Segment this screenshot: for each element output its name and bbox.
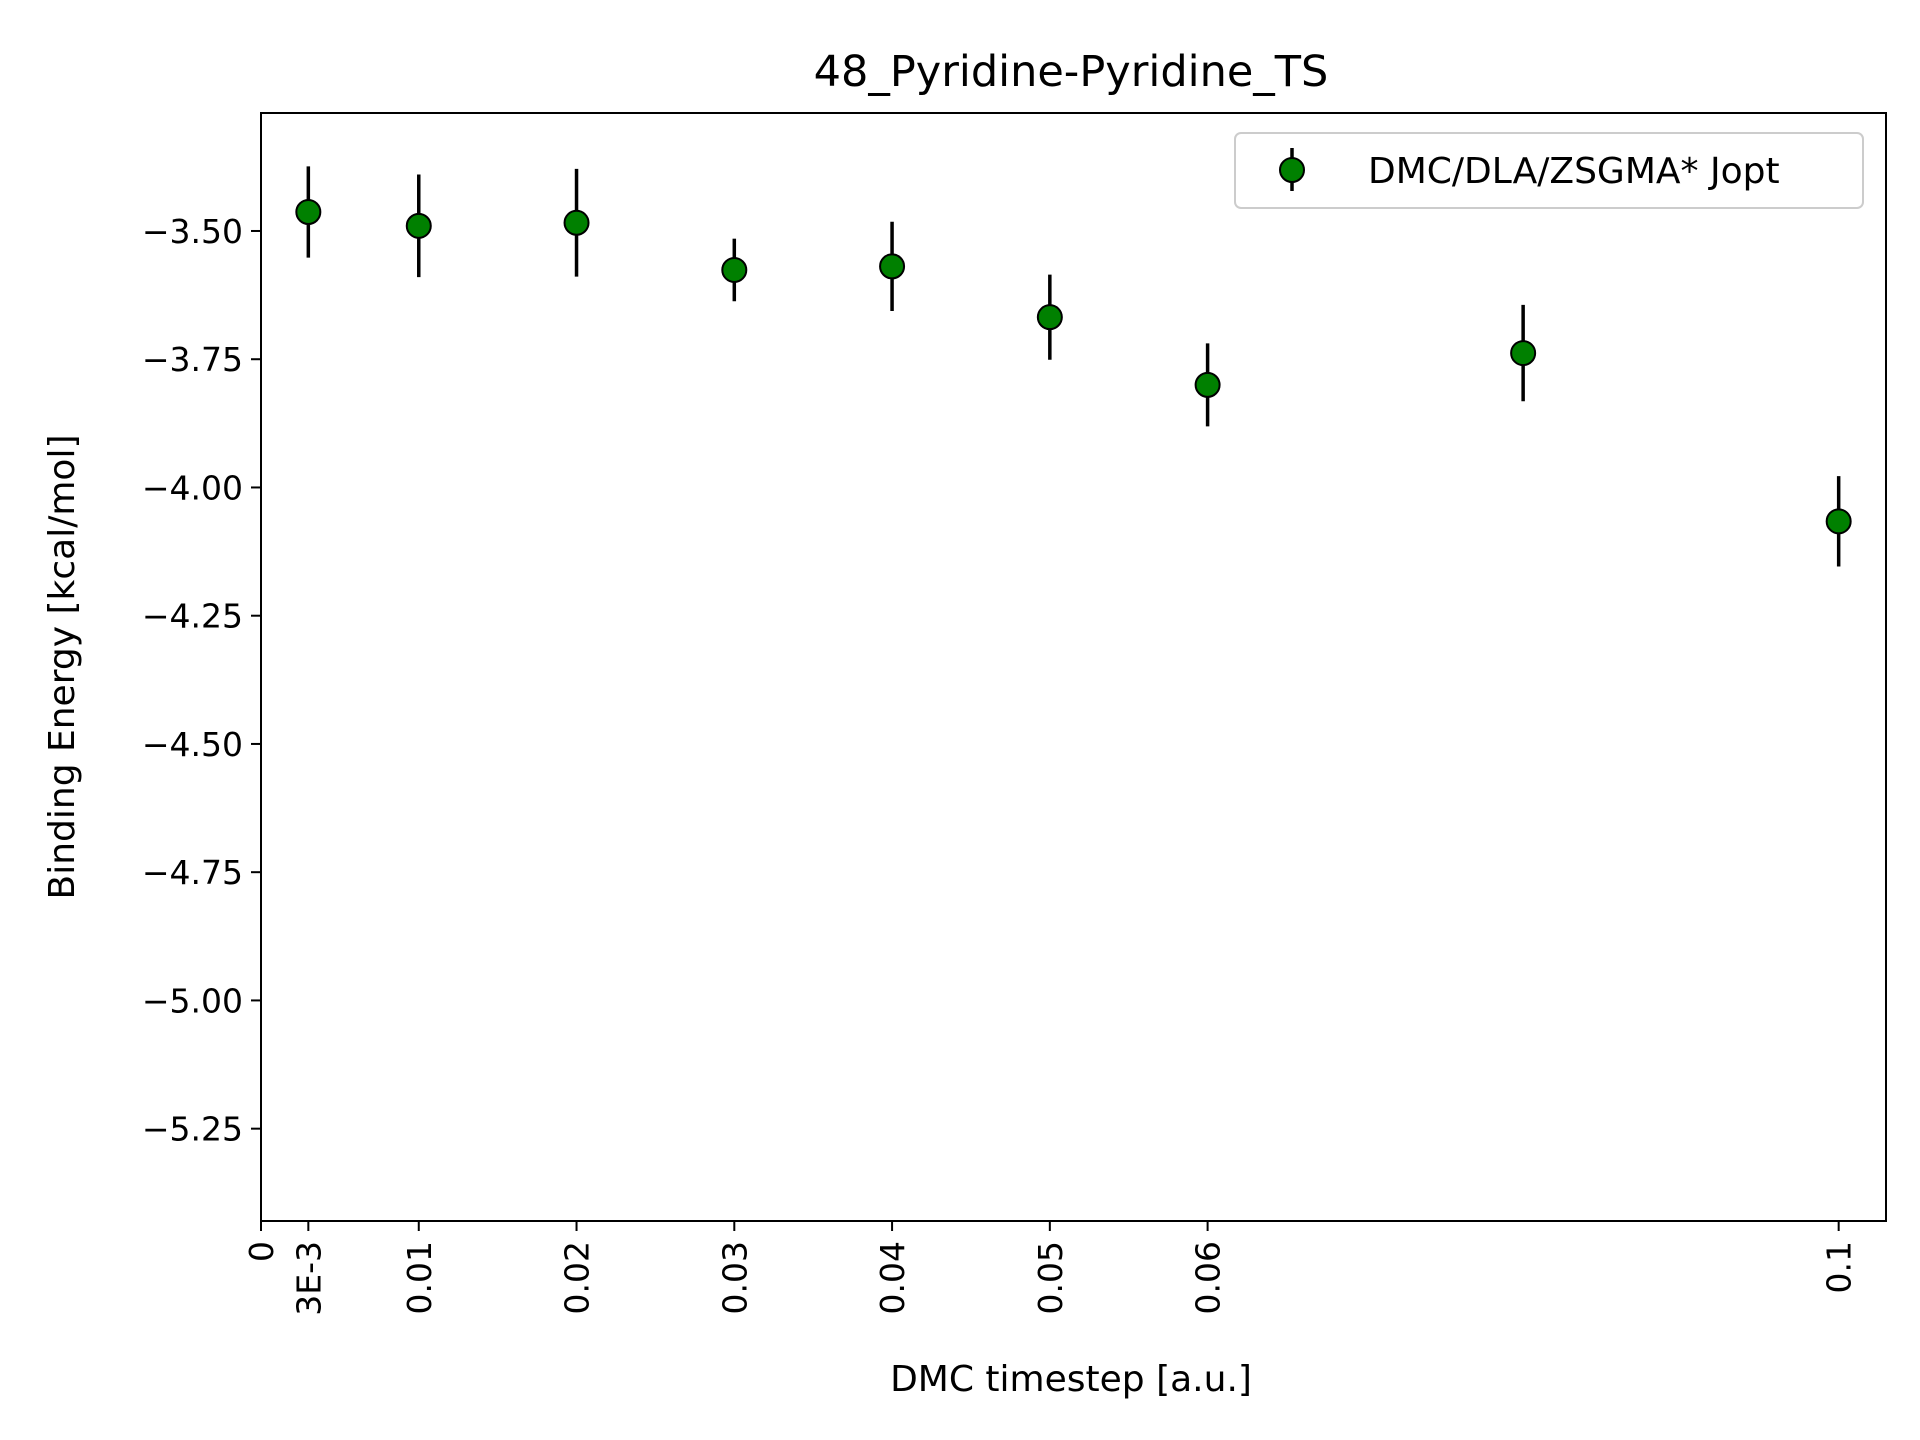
data-marks	[295, 166, 1852, 567]
y-tick-label: −4.75	[142, 853, 243, 892]
legend: DMC/DLA/ZSGMA* Jopt	[1234, 132, 1864, 209]
x-tick-label: 0.03	[715, 1241, 754, 1314]
x-tick-label: 0.1	[1820, 1241, 1859, 1293]
data-point	[1510, 340, 1537, 367]
data-point	[563, 209, 590, 236]
data-point	[1825, 508, 1852, 535]
x-tick-label: 0.01	[400, 1241, 439, 1314]
x-tick-label: 3E-3	[289, 1241, 328, 1316]
y-tick-label: −4.00	[142, 468, 243, 507]
data-point	[295, 199, 322, 226]
x-axis-ticks: 0 3E-3 0.01 0.02 0.03 0.04 0.05 0.06 0.1	[242, 1221, 1859, 1316]
y-tick-label: −4.50	[142, 725, 243, 764]
legend-label-series-0: DMC/DLA/ZSGMA* Jopt	[1368, 151, 1780, 192]
x-axis-label: DMC timestep [a.u.]	[890, 1359, 1252, 1400]
legend-marker	[1279, 157, 1305, 183]
y-tick-label: −4.25	[142, 597, 243, 636]
y-tick-label: −3.50	[142, 212, 243, 251]
y-axis-ticks: −3.50 −3.75 −4.00 −4.25 −4.50 −4.75 −5.00 −5.25	[142, 212, 261, 1149]
data-point	[721, 256, 748, 283]
y-tick-label: −3.75	[142, 340, 243, 379]
x-tick-label: 0.05	[1031, 1241, 1070, 1314]
data-point	[405, 212, 432, 239]
chart-title: 48_Pyridine-Pyridine_TS	[814, 47, 1329, 97]
x-tick-label: 0.06	[1189, 1241, 1228, 1314]
x-tick-label: 0.04	[873, 1241, 912, 1314]
x-tick-label: 0.02	[558, 1241, 597, 1314]
y-tick-label: −5.25	[142, 1110, 243, 1149]
data-point	[1036, 304, 1063, 331]
x-tick-label: 0	[242, 1241, 281, 1262]
plot-frame	[260, 112, 1887, 1222]
y-axis-label: Binding Energy [kcal/mol]	[42, 435, 83, 900]
legend-frame	[1234, 132, 1864, 209]
data-point	[879, 253, 906, 280]
data-point	[1194, 371, 1221, 398]
y-tick-label: −5.00	[142, 981, 243, 1020]
